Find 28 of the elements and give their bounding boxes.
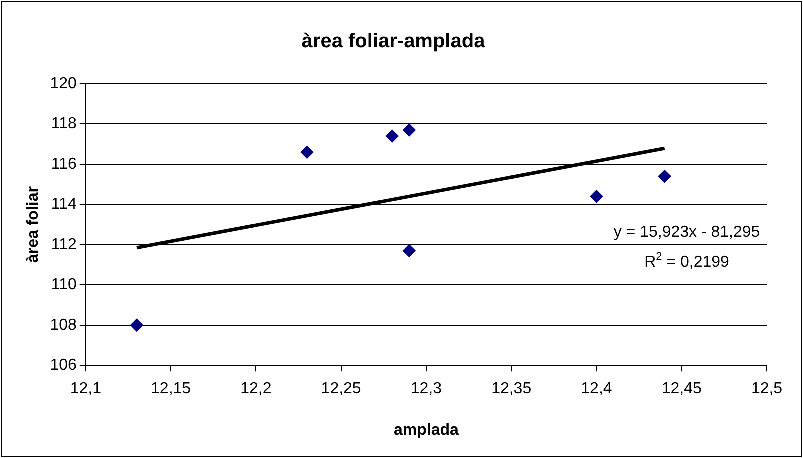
y-axis-title: àrea foliar bbox=[25, 186, 42, 264]
x-tick-label: 12,15 bbox=[151, 380, 192, 398]
y-tick-label: 106 bbox=[50, 357, 77, 374]
y-tick-label: 118 bbox=[51, 116, 77, 133]
x-tick-label: 12,2 bbox=[240, 380, 272, 398]
annotation: y = 15,923x - 81,295 bbox=[614, 224, 760, 241]
chart-title: àrea foliar-amplada bbox=[302, 30, 486, 53]
point bbox=[402, 124, 416, 137]
y-tick-label: 112 bbox=[51, 236, 77, 254]
point bbox=[300, 146, 314, 159]
x-tick-label: 12,4 bbox=[581, 380, 612, 398]
y-tick-label: 120 bbox=[50, 75, 77, 92]
point bbox=[386, 130, 399, 143]
x-tick-label: 12,3 bbox=[410, 380, 442, 398]
y-tick-label: 116 bbox=[51, 156, 77, 173]
point bbox=[590, 190, 604, 204]
y-tick-label: 108 bbox=[50, 316, 77, 334]
x-axis-title: amplada bbox=[394, 422, 459, 439]
x-tick-label: 12,45 bbox=[662, 380, 702, 398]
point bbox=[658, 170, 672, 184]
x-tick-label: 12,25 bbox=[321, 380, 362, 398]
x-tick-label: 12,1 bbox=[70, 380, 102, 398]
point bbox=[402, 244, 416, 258]
x-tick-label: 12,35 bbox=[492, 380, 532, 398]
y-tick-label: 110 bbox=[51, 276, 77, 294]
point bbox=[130, 318, 144, 332]
y-tick-label: 114 bbox=[51, 196, 77, 214]
x-tick-label: 12,5 bbox=[751, 380, 783, 398]
